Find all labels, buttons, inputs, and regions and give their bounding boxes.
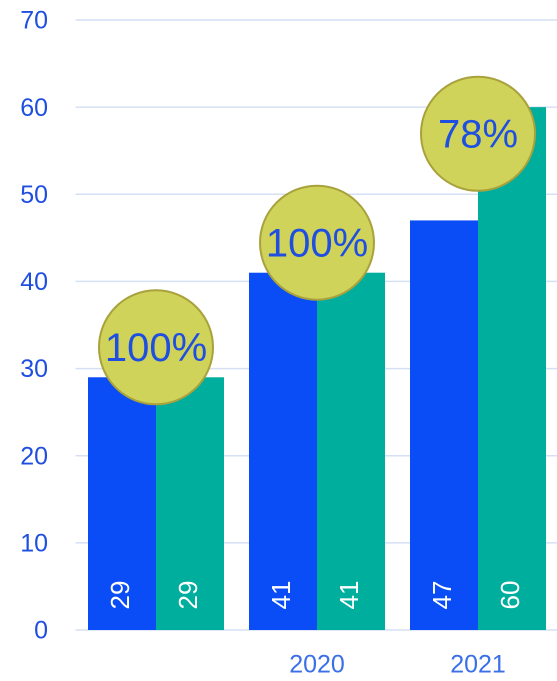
bar (317, 272, 385, 630)
value-label: 41 (266, 581, 296, 610)
value-label: 29 (173, 581, 203, 610)
y-tick-label: 30 (20, 355, 48, 383)
bar (156, 377, 224, 630)
y-tick-label: 0 (34, 617, 48, 645)
y-tick-label: 40 (20, 268, 48, 296)
y-tick-label: 60 (20, 94, 48, 122)
value-label: 60 (495, 581, 525, 610)
bar (478, 107, 546, 630)
bar (88, 377, 156, 630)
bar (410, 220, 478, 630)
annotation-circle (420, 75, 536, 192)
y-tick-label: 70 (20, 7, 48, 35)
y-tick-label: 20 (20, 442, 48, 470)
annotation: 78% (438, 112, 518, 156)
x-tick-label: 2020 (289, 651, 345, 679)
value-label: 47 (427, 581, 457, 610)
y-tick-label: 10 (20, 529, 48, 557)
annotation-circle (259, 184, 375, 301)
annotation-circle (98, 289, 214, 406)
y-tick-label: 50 (20, 181, 48, 209)
annotation: 100% (266, 221, 368, 265)
value-label: 41 (334, 581, 364, 610)
annotation: 100% (105, 326, 207, 370)
x-tick-label: 2021 (450, 651, 506, 679)
bar (249, 272, 317, 630)
value-label: 29 (105, 581, 135, 610)
